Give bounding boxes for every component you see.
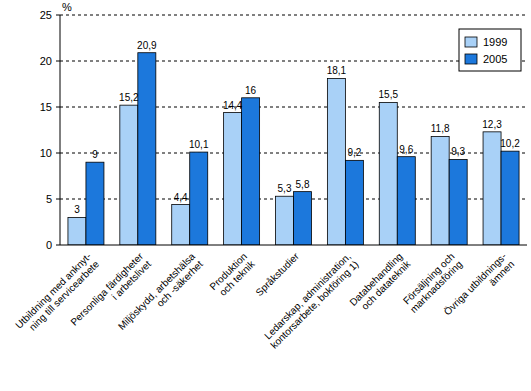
data-label: 16 <box>245 85 257 96</box>
data-label: 3 <box>74 204 80 215</box>
tick-label: 25 <box>40 9 52 21</box>
legend-swatch <box>465 54 477 64</box>
data-label: 15,2 <box>119 92 139 103</box>
data-labels: 3 15,2 4,4 14,4 5,3 18,1 15,5 11,8 12,3 9 20,9 10,1… <box>74 40 520 216</box>
category-label: Utbildning med anknyt-ning till servicea… <box>13 250 101 338</box>
tick-label: 15 <box>40 101 52 113</box>
data-label: 5,3 <box>278 183 292 194</box>
category-label: Databehandlingoch datateknik <box>347 250 413 316</box>
y-axis <box>60 15 61 245</box>
category-label-line: ämnen <box>487 258 516 287</box>
data-label: 18,1 <box>327 65 347 76</box>
chart: 0 5 10 15 20 25% 3 15,2 4,4 14,4 5,3 18,1 15,5 11,8 12… <box>0 0 531 391</box>
tick-label: 10 <box>40 147 52 159</box>
bar <box>172 205 190 245</box>
category-label: Miljöskydd, arbetshälsaoch -säkerhet <box>116 250 205 339</box>
bar <box>501 151 519 245</box>
category-label-line: Språkstudier <box>253 250 301 298</box>
bars <box>68 53 519 245</box>
category-label-line: Övriga utbildnings- <box>442 251 509 318</box>
data-label: 9,6 <box>399 144 413 155</box>
data-label: 10,2 <box>500 138 520 149</box>
bar <box>242 98 260 245</box>
category-label-line: Ledarskap, administration, <box>262 251 353 342</box>
data-label: 12,3 <box>482 119 502 130</box>
tick-label: 20 <box>40 55 52 67</box>
bar <box>224 113 242 245</box>
data-label: 9,3 <box>451 146 465 157</box>
category-label-line: och -säkerhet <box>154 258 205 309</box>
bar <box>327 78 345 245</box>
category-label-line: ning till servicearbete <box>27 258 102 333</box>
tick <box>56 245 60 246</box>
category-label: Språkstudier <box>253 250 301 298</box>
legend-label: 2005 <box>483 53 507 65</box>
category-label-line: kontorsarbete, bokföring 1) <box>268 258 360 350</box>
data-label: 5,8 <box>296 179 310 190</box>
grid-line <box>60 61 527 62</box>
bar <box>431 136 449 245</box>
bar <box>449 159 467 245</box>
category-label: Övriga utbildnings-ämnen <box>442 251 517 326</box>
data-label: 9 <box>92 149 98 160</box>
data-label: 4,4 <box>174 192 188 203</box>
bar <box>86 162 104 245</box>
category-label: Produktionoch teknik <box>207 250 257 300</box>
tick-label: 5 <box>46 193 52 205</box>
data-label: 9,2 <box>347 147 361 158</box>
grid-line <box>60 15 527 16</box>
bar <box>138 53 156 245</box>
bar <box>68 217 86 245</box>
legend-label: 1999 <box>483 36 507 48</box>
category-label-line: och teknik <box>217 258 257 298</box>
tick <box>56 107 60 108</box>
tick <box>56 199 60 200</box>
tick-label: 0 <box>46 239 52 251</box>
data-label: 14,4 <box>223 100 243 111</box>
axis-label: % <box>62 1 72 13</box>
tick <box>56 61 60 62</box>
bar <box>294 192 312 245</box>
data-label: 20,9 <box>137 40 157 51</box>
category-label: Ledarskap, administration,kontorsarbete,… <box>261 251 361 351</box>
category-label-line: Miljöskydd, arbetshälsa <box>116 250 198 332</box>
bar <box>345 160 363 245</box>
bar <box>397 157 415 245</box>
category-label: Personliga färdigheteri arbetslivet <box>68 250 153 335</box>
bar <box>483 132 501 245</box>
bar <box>190 152 208 245</box>
x-axis <box>60 245 527 246</box>
tick <box>56 15 60 16</box>
data-label: 10,1 <box>189 139 209 150</box>
bar <box>379 102 397 245</box>
legend <box>459 29 521 71</box>
data-label: 11,8 <box>431 123 450 134</box>
bar <box>276 196 294 245</box>
bar <box>120 105 138 245</box>
legend-swatch <box>465 37 477 47</box>
tick <box>56 153 60 154</box>
data-label: 15,5 <box>379 89 399 100</box>
